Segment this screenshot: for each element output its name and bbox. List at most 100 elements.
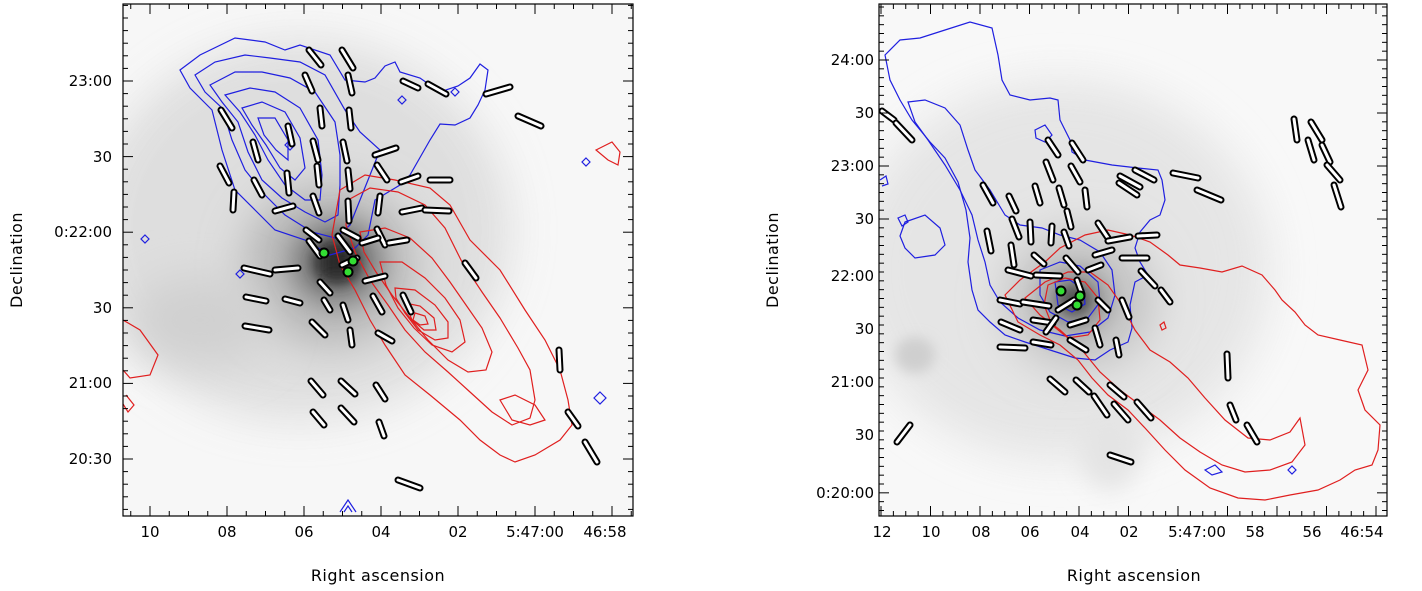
polarization-vector-fill xyxy=(426,82,448,96)
polarization-vector-fill xyxy=(1034,273,1062,278)
polarization-vector-fill xyxy=(1108,453,1133,464)
polarization-vector-fill xyxy=(1332,183,1343,209)
right-y-tick-labels: 24:00 30 23:00 30 22:00 30 21:00 30 0:20… xyxy=(816,51,874,502)
polarization-vector-fill xyxy=(374,383,387,401)
polarization-vector-fill xyxy=(1064,256,1080,274)
polarization-vector-fill xyxy=(339,379,357,396)
polarization-vector-fill xyxy=(981,183,995,205)
y-tick-label: 30 xyxy=(855,426,874,444)
polarization-vector-fill xyxy=(363,274,387,283)
polarization-vector-fill xyxy=(283,297,302,305)
x-tick-label: 02 xyxy=(448,523,467,541)
polarization-vector-fill xyxy=(401,79,420,90)
x-tick-label: 46:58 xyxy=(583,523,626,541)
x-tick-label: 10 xyxy=(140,523,159,541)
polarization-vector-fill xyxy=(303,73,314,93)
x-tick-label: 08 xyxy=(217,523,236,541)
polarization-vector-fill xyxy=(1031,340,1053,347)
left-source-marker xyxy=(342,266,354,278)
y-tick-label: 22:00 xyxy=(831,267,874,285)
x-tick-label: 46:54 xyxy=(1340,523,1383,541)
polarization-vector-fill xyxy=(1083,188,1089,209)
x-tick-label: 06 xyxy=(294,523,313,541)
polarization-vector-fill xyxy=(360,236,380,245)
polarization-vector-fill xyxy=(348,328,354,347)
polarization-vector-fill xyxy=(1159,288,1172,304)
polarization-vector-fill xyxy=(1093,326,1102,347)
polarization-vector-fill xyxy=(1325,163,1342,182)
left-x-axis-title: Right ascension xyxy=(311,566,445,585)
polarization-vector-fill xyxy=(1044,316,1058,334)
x-tick-label: 10 xyxy=(921,523,940,541)
polarization-vector-fill xyxy=(1068,338,1088,352)
polarization-vector-fill xyxy=(1114,338,1121,357)
y-tick-label: 21:00 xyxy=(831,373,874,391)
polarization-vector-fill xyxy=(311,194,321,215)
left-x-tick-labels: 10 08 06 04 02 5:47:00 46:58 xyxy=(140,523,626,541)
y-tick-label: 30 xyxy=(855,104,874,122)
polarization-vector-fill xyxy=(1120,298,1131,319)
polarization-vector-fill xyxy=(1070,141,1085,162)
polarization-vector-fill xyxy=(347,108,353,130)
polarization-vector-fill xyxy=(315,164,321,187)
polarization-vector-fill xyxy=(400,206,424,214)
left-red-contours xyxy=(123,141,621,463)
polarization-vector-fill xyxy=(346,73,354,95)
polarization-vector-fill xyxy=(231,190,236,212)
polarization-vector-fill xyxy=(1225,352,1230,380)
left-axis-ticks xyxy=(123,4,633,516)
y-tick-label: 30 xyxy=(855,210,874,228)
polarization-vector-fill xyxy=(1309,120,1324,142)
polarization-vector-fill xyxy=(583,440,599,464)
polarization-vector-fill xyxy=(1068,318,1088,327)
polarization-vector-fill xyxy=(999,320,1022,332)
x-tick-label: 5:47:00 xyxy=(1168,523,1226,541)
right-source-markers xyxy=(1055,285,1086,311)
left-panel: 10 08 06 04 02 5:47:00 46:58 23:00 30 0:… xyxy=(7,3,634,585)
polarization-vector-fill xyxy=(244,295,268,303)
y-tick-label: 0:22:00 xyxy=(54,223,112,241)
polarization-vector-fill xyxy=(401,293,413,314)
polarization-vector-fill xyxy=(377,420,386,438)
right-axis-ticks xyxy=(879,4,1387,516)
polarization-vector-fill xyxy=(1320,143,1332,164)
polarization-vector-fill xyxy=(1065,209,1073,229)
polarization-vector-fill xyxy=(463,261,478,280)
polarization-vector-fill xyxy=(1292,117,1299,142)
y-tick-label: 30 xyxy=(93,148,112,166)
polarization-vector-fill xyxy=(371,294,384,314)
polarization-vector-fill xyxy=(218,164,231,185)
polarization-vector-fill xyxy=(895,423,912,444)
polarization-vector-fill xyxy=(1108,383,1126,399)
left-source-marker xyxy=(347,255,359,267)
polarization-vector-fill xyxy=(1062,230,1071,248)
polarization-vector-fill xyxy=(1245,423,1259,444)
polarization-vector-fill xyxy=(516,114,543,128)
polarization-vector-fill xyxy=(1112,402,1130,422)
y-tick-label: 20:30 xyxy=(69,450,112,468)
right-source-marker xyxy=(1074,290,1086,302)
polarization-vector-fill xyxy=(307,48,323,67)
polarization-vector-fill xyxy=(304,228,321,242)
polarization-vector-fill xyxy=(1074,378,1091,394)
polarization-vector-fill xyxy=(1171,171,1200,180)
x-tick-label: 06 xyxy=(1020,523,1039,541)
right-polarization-vectors xyxy=(879,107,1345,466)
polarization-vector-fill xyxy=(1009,243,1016,267)
polarization-vector-fill xyxy=(322,298,332,312)
polarization-vector-fill xyxy=(373,146,398,157)
polarization-vector-fill xyxy=(1306,138,1316,162)
x-tick-label: 04 xyxy=(1070,523,1089,541)
left-y-tick-labels: 23:00 30 0:22:00 30 21:00 20:30 xyxy=(54,72,112,468)
polarization-vector-fill xyxy=(318,106,324,128)
polarization-vector-fill xyxy=(219,108,234,130)
polarization-vector-fill xyxy=(252,178,264,197)
polarization-vector-fill xyxy=(243,324,271,332)
polarization-vector-fill xyxy=(346,199,351,223)
polarization-vector-fill xyxy=(566,410,580,428)
polarization-vector-fill xyxy=(1021,300,1051,308)
polarization-vector-fill xyxy=(309,379,325,397)
polarization-vector-fill xyxy=(1046,138,1060,157)
